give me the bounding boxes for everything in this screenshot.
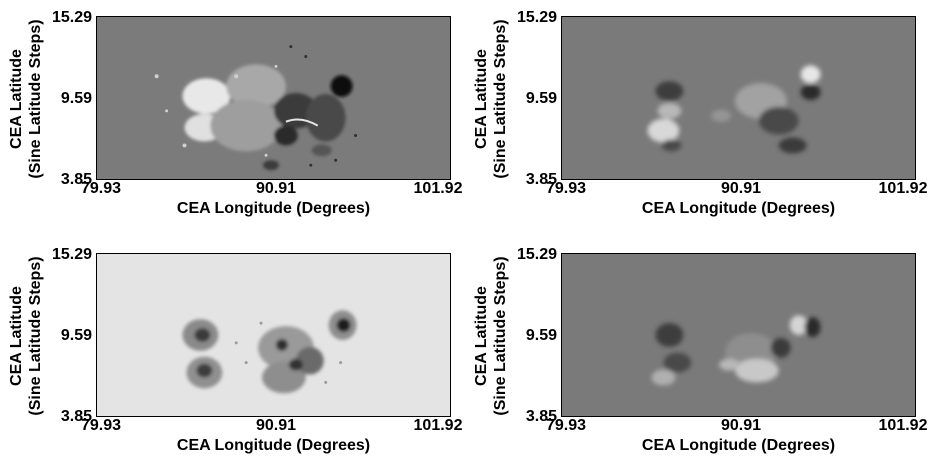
y-tick-label: 9.59 xyxy=(60,90,92,107)
y-tick-label: 3.85 xyxy=(60,171,92,188)
x-tick-label: 79.93 xyxy=(80,417,122,434)
panel-top-left: CEA Latitude (Sine Latitude Steps) 15.29 … xyxy=(0,0,465,237)
x-tick-label: 90.91 xyxy=(720,417,762,434)
panel-bottom-left: CEA Latitude (Sine Latitude Steps) 15.29 … xyxy=(0,237,465,474)
x-axis-label: CEA Longitude (Degrees) xyxy=(641,200,836,217)
x-tick-label: 101.92 xyxy=(413,417,463,434)
y-tick-label: 3.85 xyxy=(60,408,92,425)
y-axis-label: CEA Latitude (Sine Latitude Steps) xyxy=(8,19,44,179)
magnetogram-image xyxy=(96,16,451,180)
x-tick-label: 101.92 xyxy=(413,180,463,197)
x-tick-label: 79.93 xyxy=(80,180,122,197)
panel-top-right: CEA Latitude (Sine Latitude Steps) 15.29 … xyxy=(465,0,930,237)
magnetogram-image xyxy=(561,16,916,180)
y-axis-label: CEA Latitude (Sine Latitude Steps) xyxy=(473,19,509,179)
y-tick-label: 15.29 xyxy=(516,246,557,263)
x-tick-label: 79.93 xyxy=(545,180,587,197)
x-tick-label: 90.91 xyxy=(255,417,297,434)
y-tick-label: 9.59 xyxy=(525,327,557,344)
x-axis-label: CEA Longitude (Degrees) xyxy=(176,200,371,217)
y-tick-label: 3.85 xyxy=(525,408,557,425)
y-tick-label: 15.29 xyxy=(516,9,557,26)
x-tick-label: 101.92 xyxy=(878,180,928,197)
y-tick-label: 3.85 xyxy=(525,171,557,188)
x-tick-label: 90.91 xyxy=(720,180,762,197)
continuum-image xyxy=(96,253,451,417)
x-axis-label: CEA Longitude (Degrees) xyxy=(641,437,836,454)
x-tick-label: 101.92 xyxy=(878,417,928,434)
y-tick-label: 15.29 xyxy=(51,9,92,26)
x-tick-label: 79.93 xyxy=(545,417,587,434)
y-tick-label: 9.59 xyxy=(525,90,557,107)
panel-bottom-right: CEA Latitude (Sine Latitude Steps) 15.29 … xyxy=(465,237,930,474)
y-axis-label: CEA Latitude (Sine Latitude Steps) xyxy=(8,256,44,416)
x-tick-label: 90.91 xyxy=(255,180,297,197)
y-tick-label: 15.29 xyxy=(51,246,92,263)
y-tick-label: 9.59 xyxy=(60,327,92,344)
magnetogram-image xyxy=(561,253,916,417)
y-axis-label: CEA Latitude (Sine Latitude Steps) xyxy=(473,256,509,416)
x-axis-label: CEA Longitude (Degrees) xyxy=(176,437,371,454)
